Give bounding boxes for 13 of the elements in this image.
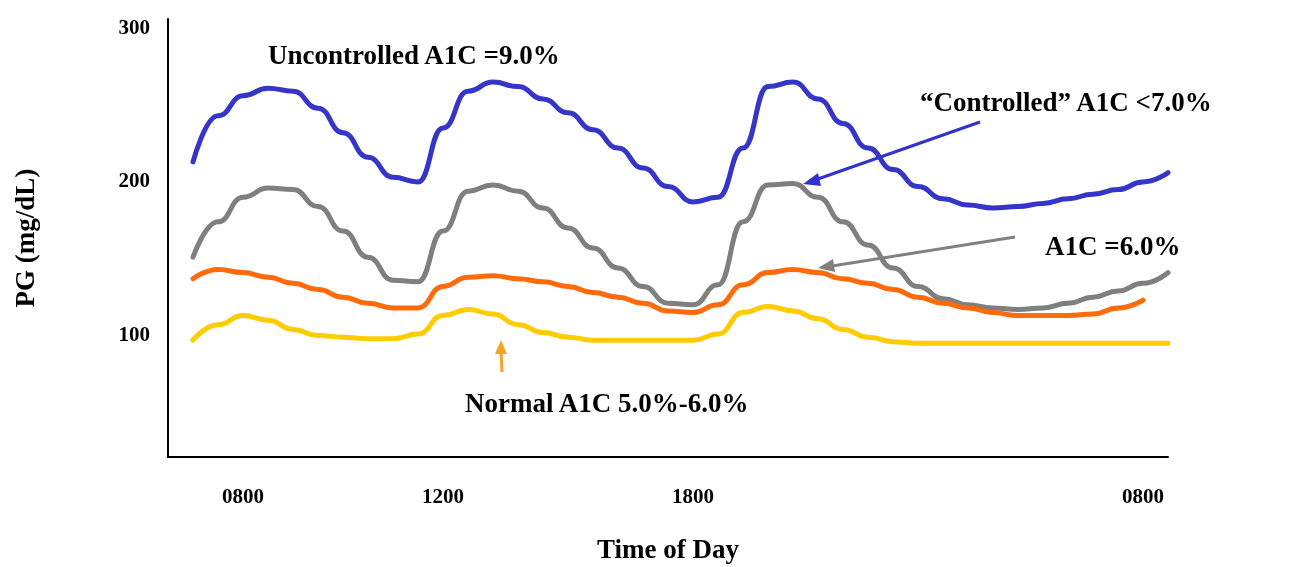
text: A1C =6.0% xyxy=(1045,230,1181,261)
text: Normal A1C 5.0%-6.0% xyxy=(465,387,749,418)
x-tick-label: 0800 xyxy=(1122,483,1164,508)
y-tick-label: 100 xyxy=(118,322,150,347)
x-axis-title: Time of Day xyxy=(597,533,740,564)
x-tick-label: 1200 xyxy=(422,483,464,508)
text: “Controlled” A1C <7.0% xyxy=(920,86,1212,117)
y-tick-label: 300 xyxy=(118,14,150,39)
y-tick-label: 200 xyxy=(118,168,150,193)
x-tick-label: 0800 xyxy=(222,483,264,508)
series-label: Uncontrolled A1C =9.0% xyxy=(268,39,560,70)
x-tick-label: 1800 xyxy=(672,483,714,508)
y-axis-title: PG (mg/dL) xyxy=(9,168,40,308)
